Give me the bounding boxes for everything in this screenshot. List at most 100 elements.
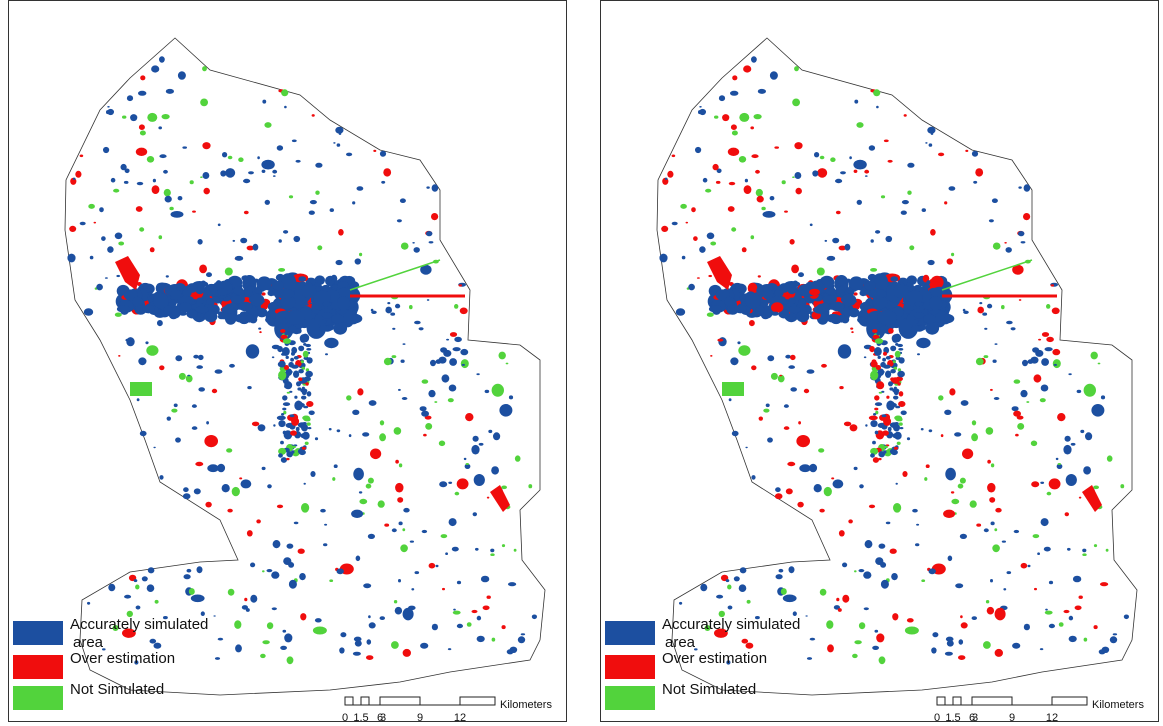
land-patch — [882, 358, 886, 362]
land-patch — [989, 219, 994, 222]
land-patch — [886, 396, 889, 399]
land-patch — [279, 239, 282, 243]
land-patch — [1046, 304, 1050, 309]
land-patch — [290, 430, 297, 435]
land-patch — [794, 66, 799, 71]
land-patch — [870, 371, 878, 381]
land-patch — [1110, 636, 1117, 643]
land-patch — [304, 483, 306, 485]
land-patch — [728, 148, 739, 156]
land-patch — [879, 392, 882, 394]
legend-swatch — [605, 655, 655, 679]
land-patch — [884, 446, 888, 449]
land-patch — [483, 606, 490, 611]
land-patch — [147, 156, 154, 163]
land-patch — [820, 156, 825, 160]
land-patch — [894, 447, 898, 450]
land-patch — [284, 633, 292, 642]
land-patch — [401, 360, 405, 363]
land-patch — [203, 172, 210, 179]
land-patch — [353, 468, 364, 481]
land-patch — [763, 211, 776, 218]
land-patch — [842, 595, 849, 603]
land-patch — [868, 289, 886, 299]
land-patch — [250, 563, 255, 568]
land-patch — [921, 428, 924, 430]
land-patch — [246, 277, 254, 286]
land-patch — [452, 547, 459, 552]
land-patch — [1026, 401, 1029, 403]
land-patch — [217, 289, 228, 296]
land-patch — [755, 170, 760, 174]
land-patch — [881, 580, 889, 589]
land-patch — [333, 322, 347, 335]
land-patch — [453, 347, 461, 351]
land-patch — [699, 106, 702, 108]
land-patch — [158, 126, 162, 129]
land-patch — [883, 352, 887, 356]
land-patch — [250, 595, 257, 603]
land-patch — [475, 548, 479, 551]
land-patch — [395, 304, 400, 309]
land-patch — [134, 579, 138, 582]
land-patch — [909, 245, 914, 250]
land-patch — [1079, 497, 1081, 499]
land-patch — [136, 606, 141, 610]
land-patch — [818, 448, 824, 452]
land-patch — [187, 283, 198, 293]
land-patch — [272, 356, 275, 358]
land-patch — [734, 576, 740, 581]
land-patch — [132, 297, 143, 307]
land-patch — [718, 337, 726, 346]
land-patch — [1120, 484, 1124, 488]
land-patch — [893, 424, 900, 431]
land-patch — [115, 233, 123, 240]
land-patch — [857, 317, 866, 323]
land-patch — [387, 302, 390, 304]
land-patch — [995, 343, 998, 345]
land-patch — [359, 253, 362, 256]
land-patch — [317, 245, 322, 250]
land-patch — [930, 229, 936, 236]
land-patch — [283, 630, 287, 633]
land-patch — [308, 427, 312, 429]
land-patch — [297, 387, 301, 390]
land-patch — [337, 143, 341, 146]
land-patch — [1098, 363, 1101, 365]
land-patch — [163, 170, 168, 174]
land-patch — [307, 357, 313, 363]
land-patch — [305, 371, 313, 378]
land-patch — [835, 179, 842, 183]
land-patch — [460, 308, 468, 315]
land-patch — [436, 565, 439, 567]
land-patch — [786, 488, 793, 494]
land-patch — [177, 287, 182, 291]
land-patch — [400, 544, 408, 552]
land-patch — [965, 150, 968, 152]
land-patch — [339, 647, 344, 653]
land-patch — [852, 654, 858, 658]
land-patch — [890, 276, 898, 282]
land-patch — [899, 391, 904, 396]
land-patch — [944, 201, 947, 204]
land-patch — [461, 359, 469, 368]
land-patch — [838, 608, 842, 612]
land-patch — [190, 180, 194, 184]
land-patch — [309, 411, 315, 416]
land-patch — [340, 632, 346, 637]
land-patch — [783, 595, 797, 603]
land-patch — [140, 131, 146, 136]
land-patch — [394, 427, 402, 435]
land-patch — [197, 566, 203, 573]
land-patch — [1034, 588, 1037, 590]
land-patch — [793, 281, 799, 287]
land-patch — [788, 365, 795, 369]
land-patch — [955, 583, 963, 588]
land-patch — [743, 65, 751, 72]
land-patch — [1054, 364, 1057, 366]
land-patch — [315, 437, 318, 440]
land-patch — [324, 338, 338, 348]
land-patch — [854, 100, 858, 104]
land-patch — [1113, 633, 1117, 635]
land-patch — [882, 430, 889, 435]
